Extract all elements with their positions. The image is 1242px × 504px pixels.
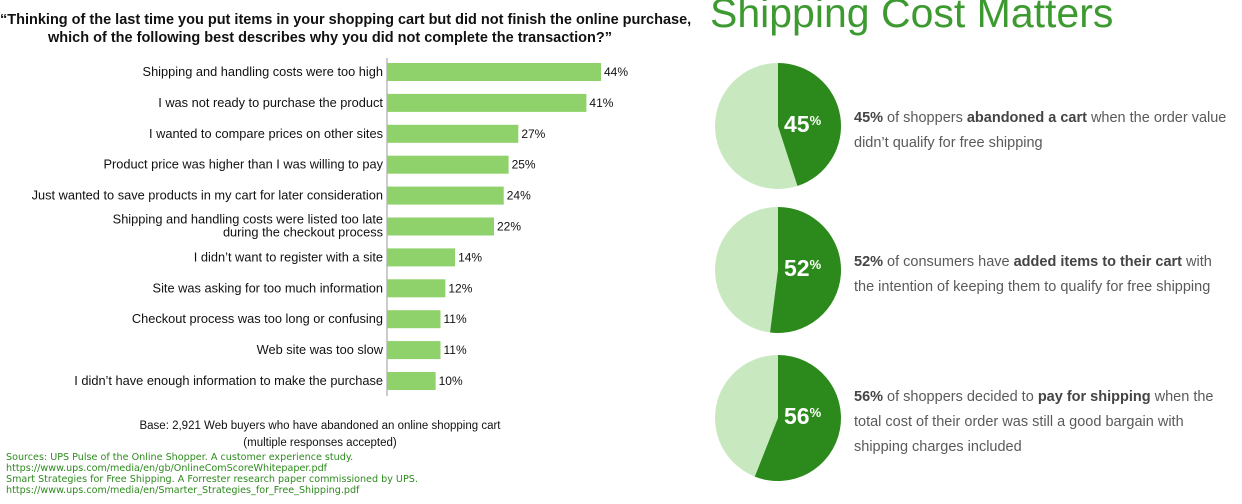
bar-value-label-7: 14% xyxy=(458,250,482,264)
panel-title: Shipping Cost Matters xyxy=(710,0,1114,36)
bar-value-label-2: 41% xyxy=(589,96,613,110)
bar-9 xyxy=(387,310,441,329)
bar-4 xyxy=(387,155,509,174)
pie-label-52: 52% xyxy=(784,255,822,281)
shipping-cost-panel: Shipping Cost Matters 45% 45% of shopper… xyxy=(660,0,1242,504)
survey-question-line-2: which of the following best describes wh… xyxy=(48,30,612,46)
category-label-5: Just wanted to save products in my cart … xyxy=(32,188,383,203)
bar-8 xyxy=(387,279,446,298)
bar-6 xyxy=(387,217,494,236)
bar-value-label-8: 12% xyxy=(448,281,472,295)
category-label-7: I didn’t want to register with a site xyxy=(194,249,383,264)
bar-7 xyxy=(387,248,456,267)
pie-highlight-slice xyxy=(770,207,842,333)
source-link-2[interactable]: https://www.ups.com/media/en/Smarter_Str… xyxy=(6,485,360,496)
bar-1 xyxy=(387,63,601,81)
category-label-10: Web site was too slow xyxy=(257,342,384,357)
bar-value-label-11: 10% xyxy=(439,374,463,388)
pie-label-45: 45% xyxy=(784,111,822,137)
bar-5 xyxy=(387,186,504,205)
stat-pie-52: 52% xyxy=(714,206,842,334)
bar-value-label-1: 44% xyxy=(604,65,628,79)
bar-value-label-6: 22% xyxy=(497,220,521,234)
category-label-8: Site was asking for too much information xyxy=(153,280,383,295)
survey-panel: “Thinking of the last time you put items… xyxy=(0,12,692,496)
pie-chart-45 xyxy=(715,63,842,189)
category-label-3: I wanted to compare prices on other site… xyxy=(149,126,383,141)
bar-value-label-3: 27% xyxy=(521,127,545,141)
survey-question-line-1: “Thinking of the last time you put items… xyxy=(0,12,692,28)
bar-10 xyxy=(387,341,441,360)
source-line-1: Sources: UPS Pulse of the Online Shopper… xyxy=(6,452,354,463)
pie-label-56: 56% xyxy=(784,403,822,429)
pie-chart-56 xyxy=(715,355,841,481)
abandonment-reasons-bar-chart: 44% Shipping and handling costs were too … xyxy=(32,58,628,396)
category-label-4: Product price was higher than I was will… xyxy=(103,157,383,172)
stat-text-52: 52% of consumers have added items to the… xyxy=(854,254,1212,295)
stat-pie-56: 56% xyxy=(714,354,842,482)
base-note-line-2: (multiple responses accepted) xyxy=(243,437,397,449)
source-line-2: Smart Strategies for Free Shipping. A Fo… xyxy=(6,474,418,485)
pie-chart-52 xyxy=(715,207,842,333)
bar-3 xyxy=(387,124,519,143)
bar-2 xyxy=(387,93,587,112)
stat-pie-45: 45% xyxy=(714,62,842,190)
category-label-11: I didn’t have enough information to make… xyxy=(74,373,383,388)
pie-highlight-slice xyxy=(778,63,842,186)
bar-value-label-5: 24% xyxy=(507,189,531,203)
stat-text-56: 56% of shoppers decided to pay for shipp… xyxy=(854,389,1214,455)
category-label-9: Checkout process was too long or confusi… xyxy=(132,311,383,326)
bar-11 xyxy=(387,372,436,390)
category-label-6: Shipping and handling costs were listed … xyxy=(113,212,383,240)
bar-value-label-10: 11% xyxy=(444,343,467,357)
base-note-line-1: Base: 2,921 Web buyers who have abandone… xyxy=(139,420,501,432)
pie-highlight-slice xyxy=(754,355,841,481)
category-label-2: I was not ready to purchase the product xyxy=(158,95,383,110)
bar-value-label-4: 25% xyxy=(512,158,536,172)
source-link-1[interactable]: https://www.ups.com/media/en/gb/OnlineCo… xyxy=(6,463,328,474)
stat-text-45: 45% of shoppers abandoned a cart when th… xyxy=(854,110,1227,151)
category-label-1: Shipping and handling costs were too hig… xyxy=(143,64,383,79)
bar-value-label-9: 11% xyxy=(444,312,467,326)
